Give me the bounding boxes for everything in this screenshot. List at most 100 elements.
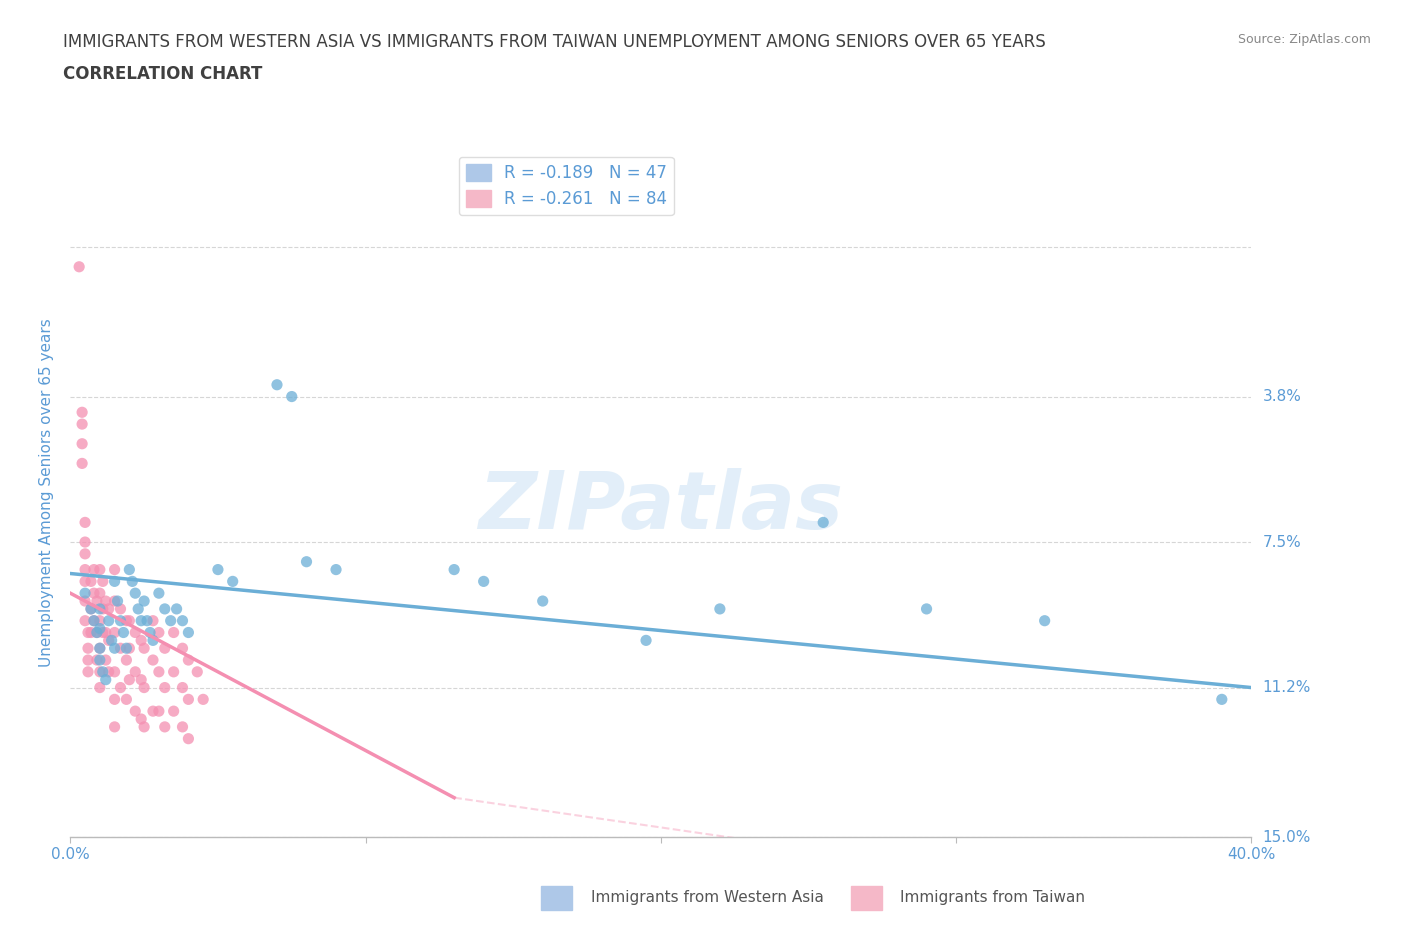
Point (172, 680, 194, 695)
Point (91, 625, 114, 640)
Text: Source: ZipAtlas.com: Source: ZipAtlas.com (1237, 33, 1371, 46)
Point (89, 680, 111, 695)
Point (163, 625, 186, 640)
Point (139, 625, 162, 640)
Point (124, 664, 146, 679)
Point (70, 436, 93, 451)
Point (132, 680, 156, 695)
Point (634, 633, 657, 648)
Point (86, 593, 108, 608)
Text: 3.8%: 3.8% (1263, 389, 1302, 404)
Text: CORRELATION CHART: CORRELATION CHART (63, 65, 263, 83)
Point (177, 731, 200, 746)
Point (104, 664, 127, 679)
Point (325, 562, 347, 577)
Point (118, 641, 141, 656)
Point (104, 593, 127, 608)
Point (107, 593, 129, 608)
Point (110, 613, 132, 628)
Point (75, 515, 96, 530)
Point (148, 586, 170, 601)
Point (136, 613, 159, 628)
Point (91, 664, 114, 679)
Point (153, 602, 176, 617)
Point (104, 625, 127, 640)
Point (77, 664, 100, 679)
Point (132, 720, 156, 735)
Point (124, 625, 146, 640)
Point (172, 641, 194, 656)
Point (100, 633, 122, 648)
Point (80, 602, 103, 617)
Point (813, 515, 835, 530)
Point (89, 664, 111, 679)
Point (166, 602, 188, 617)
Point (89, 613, 111, 628)
Point (159, 613, 181, 628)
Point (129, 613, 152, 628)
Point (70, 417, 93, 432)
Point (70, 405, 93, 419)
Point (77, 641, 100, 656)
Point (89, 586, 111, 601)
Point (129, 633, 152, 648)
Point (67, 259, 90, 274)
Point (124, 704, 146, 719)
Point (70, 456, 93, 471)
Point (86, 653, 108, 668)
Point (77, 625, 100, 640)
Point (104, 641, 127, 656)
Point (148, 704, 170, 719)
Point (104, 692, 127, 707)
Point (83, 613, 105, 628)
Point (115, 692, 138, 707)
Point (80, 602, 103, 617)
Text: Immigrants from Western Asia: Immigrants from Western Asia (591, 890, 824, 905)
Point (75, 613, 96, 628)
Point (110, 680, 132, 695)
Point (89, 641, 111, 656)
Point (177, 653, 200, 668)
Point (75, 574, 96, 589)
Point (118, 672, 141, 687)
Point (142, 633, 165, 648)
Point (1033, 613, 1056, 628)
Point (110, 602, 132, 617)
Point (153, 680, 176, 695)
Point (97, 633, 120, 648)
Point (124, 586, 146, 601)
Point (115, 641, 138, 656)
Point (97, 602, 120, 617)
Point (142, 653, 165, 668)
Text: 15.0%: 15.0% (1263, 830, 1310, 844)
Point (142, 704, 165, 719)
Point (132, 593, 156, 608)
Point (97, 613, 120, 628)
Point (75, 593, 96, 608)
Point (83, 613, 105, 628)
Point (118, 613, 141, 628)
Point (132, 641, 156, 656)
Y-axis label: Unemployment Among Seniors over 65 years: Unemployment Among Seniors over 65 years (39, 319, 55, 668)
Point (89, 621, 111, 636)
Point (121, 574, 143, 589)
Point (177, 692, 200, 707)
Point (115, 613, 138, 628)
Point (94, 625, 117, 640)
Point (89, 562, 111, 577)
Point (709, 602, 731, 617)
Point (153, 641, 176, 656)
Point (110, 641, 132, 656)
Point (104, 574, 127, 589)
Point (75, 562, 96, 577)
Point (207, 562, 229, 577)
Point (142, 613, 165, 628)
Point (186, 664, 208, 679)
Point (148, 664, 170, 679)
Point (104, 720, 127, 735)
Point (77, 653, 100, 668)
Point (177, 625, 200, 640)
Point (97, 664, 120, 679)
Point (118, 562, 141, 577)
Text: ZIPatlas: ZIPatlas (478, 468, 844, 546)
